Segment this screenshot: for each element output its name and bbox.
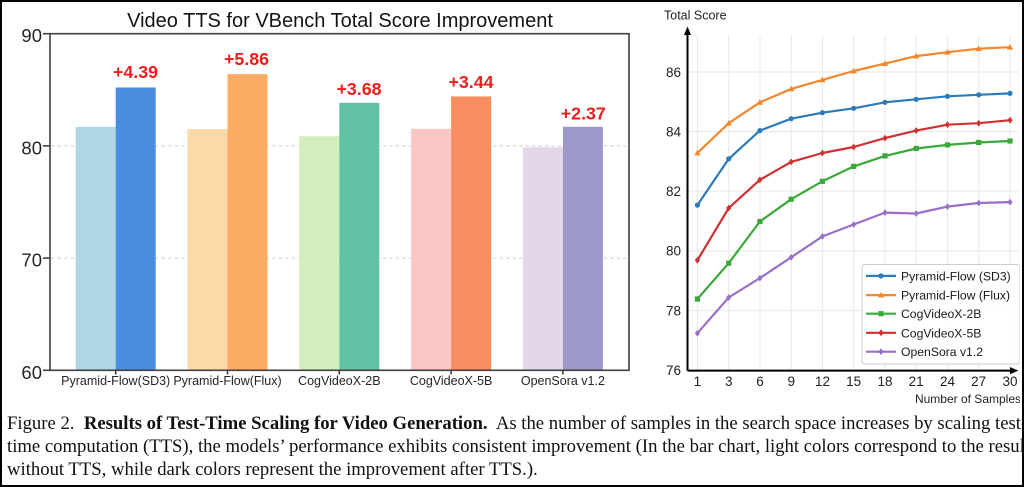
svg-text:18: 18 xyxy=(877,374,892,389)
svg-text:1: 1 xyxy=(694,374,702,389)
svg-text:78: 78 xyxy=(666,303,681,318)
svg-text:6: 6 xyxy=(756,374,764,389)
svg-text:Video TTS for VBench Total Sco: Video TTS for VBench Total Score Improve… xyxy=(127,10,553,32)
svg-text:Number of Samples: Number of Samples xyxy=(915,392,1020,406)
svg-text:12: 12 xyxy=(815,374,830,389)
svg-text:CogVideoX-5B: CogVideoX-5B xyxy=(410,374,492,388)
svg-text:Pyramid-Flow(Flux): Pyramid-Flow(Flux) xyxy=(173,374,281,388)
svg-text:Pyramid-Flow(SD3): Pyramid-Flow(SD3) xyxy=(61,374,170,388)
svg-text:21: 21 xyxy=(909,374,924,389)
svg-text:+2.37: +2.37 xyxy=(561,104,606,124)
svg-text:OpenSora v1.2: OpenSora v1.2 xyxy=(521,374,605,388)
svg-text:Pyramid-Flow (SD3): Pyramid-Flow (SD3) xyxy=(901,269,1011,283)
svg-text:60: 60 xyxy=(21,362,42,383)
svg-text:84: 84 xyxy=(666,124,682,139)
svg-text:+3.68: +3.68 xyxy=(337,79,382,99)
svg-text:CogVideoX-5B: CogVideoX-5B xyxy=(901,326,981,340)
svg-text:+4.39: +4.39 xyxy=(113,62,158,82)
svg-text:OpenSora v1.2: OpenSora v1.2 xyxy=(901,345,983,359)
svg-text:80: 80 xyxy=(21,137,42,158)
svg-text:90: 90 xyxy=(21,25,42,46)
svg-text:86: 86 xyxy=(666,65,681,80)
svg-text:15: 15 xyxy=(846,374,861,389)
svg-text:CogVideoX-2B: CogVideoX-2B xyxy=(298,374,380,388)
svg-text:Total Score: Total Score xyxy=(664,9,727,23)
svg-text:9: 9 xyxy=(787,374,795,389)
svg-text:24: 24 xyxy=(940,374,956,389)
svg-text:30: 30 xyxy=(1002,374,1017,389)
svg-text:3: 3 xyxy=(725,374,733,389)
svg-text:+3.44: +3.44 xyxy=(449,72,494,92)
svg-text:76: 76 xyxy=(666,363,681,378)
svg-text:82: 82 xyxy=(666,184,681,199)
svg-text:Pyramid-Flow (Flux): Pyramid-Flow (Flux) xyxy=(901,289,1010,303)
svg-text:CogVideoX-2B: CogVideoX-2B xyxy=(901,307,981,321)
svg-text:80: 80 xyxy=(666,244,681,259)
svg-text:70: 70 xyxy=(21,250,42,271)
svg-text:+5.86: +5.86 xyxy=(224,49,269,69)
svg-text:27: 27 xyxy=(971,374,986,389)
